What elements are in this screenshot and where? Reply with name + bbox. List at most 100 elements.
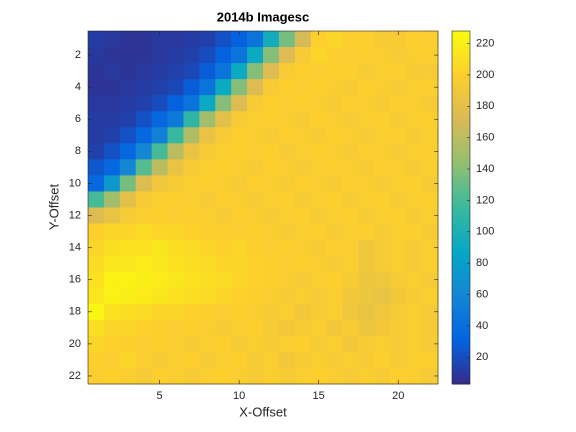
heatmap-cell <box>199 159 216 176</box>
heatmap-cell <box>294 367 312 385</box>
heatmap-cell <box>310 95 328 112</box>
heatmap-cell <box>247 143 264 160</box>
heatmap-cell <box>358 47 375 64</box>
heatmap-cell <box>103 79 121 96</box>
colorbar-swatch <box>452 260 470 264</box>
heatmap-cell <box>390 367 407 385</box>
colorbar-swatch <box>452 278 470 282</box>
y-tick-label: 8 <box>75 145 81 157</box>
heatmap-cell <box>119 271 137 289</box>
heatmap-cell <box>135 95 153 112</box>
heatmap-cell <box>310 63 328 80</box>
heatmap-cell <box>278 31 296 48</box>
heatmap-cell <box>342 159 359 176</box>
heatmap-cell <box>88 175 105 192</box>
colorbar-swatch <box>452 295 470 300</box>
heatmap-cell <box>358 159 375 176</box>
heatmap-cell <box>358 127 375 144</box>
heatmap-cell <box>263 367 280 385</box>
heatmap-cell <box>103 223 121 240</box>
heatmap-cell <box>231 159 248 176</box>
colorbar-swatch <box>452 354 470 359</box>
heatmap-cell <box>135 239 153 257</box>
colorbar-swatch <box>452 286 470 291</box>
heatmap-cell <box>247 303 264 321</box>
heatmap-cell <box>167 239 184 257</box>
heatmap-cell <box>390 79 407 96</box>
heatmap-cell <box>183 319 200 337</box>
heatmap-cell <box>231 63 248 80</box>
heatmap-cell <box>390 143 407 160</box>
heatmap-cell <box>199 79 216 96</box>
heatmap-cell <box>119 335 137 353</box>
heatmap-cell <box>374 191 391 208</box>
heatmap-cell <box>231 207 248 224</box>
heatmap-cell <box>294 159 312 176</box>
heatmap-cell <box>326 95 343 112</box>
x-axis-label: X-Offset <box>239 404 287 419</box>
heatmap-cell <box>294 335 312 353</box>
heatmap-cell <box>358 143 375 160</box>
colorbar-swatch <box>452 222 470 226</box>
heatmap-cell <box>390 127 407 144</box>
heatmap-cell <box>103 367 121 385</box>
heatmap-cell <box>167 63 184 80</box>
heatmap-cell <box>278 143 296 160</box>
heatmap-cell <box>135 367 153 385</box>
heatmap-cell <box>215 111 232 128</box>
heatmap-cell <box>88 239 105 257</box>
heatmap-cell <box>422 255 439 273</box>
colorbar-tick-label: 120 <box>476 194 494 206</box>
colorbar-swatch <box>452 228 470 232</box>
heatmap-cell <box>135 175 153 192</box>
heatmap-cell <box>167 207 184 224</box>
colorbar-swatch <box>452 48 470 53</box>
heatmap-cell <box>135 319 153 337</box>
heatmap-cell <box>326 351 343 369</box>
heatmap-cell <box>199 335 216 353</box>
heatmap-cell <box>167 319 184 337</box>
heatmap-cell <box>374 63 391 80</box>
heatmap-cell <box>103 271 121 289</box>
heatmap-cell <box>135 207 153 224</box>
heatmap-cell <box>342 207 359 224</box>
colorbar-swatch <box>452 381 470 385</box>
heatmap-cell <box>135 335 153 353</box>
heatmap-cell <box>390 335 407 353</box>
heatmap-cell <box>199 271 216 289</box>
heatmap-cell <box>374 239 391 257</box>
colorbar-swatch <box>452 45 470 50</box>
heatmap-cell <box>390 159 407 176</box>
heatmap-cell <box>358 303 375 321</box>
heatmap-cell <box>88 207 105 224</box>
heatmap-cell <box>294 47 312 64</box>
heatmap-cell <box>406 239 423 257</box>
colorbar-swatch <box>452 72 470 76</box>
heatmap-cell <box>199 63 216 80</box>
heatmap-cell <box>88 159 105 176</box>
heatmap-cell <box>310 111 328 128</box>
heatmap-cell <box>247 255 264 273</box>
colorbar-swatch <box>452 242 470 247</box>
heatmap-cell <box>422 175 439 192</box>
heatmap-cell <box>374 143 391 160</box>
heatmap-cell <box>342 239 359 257</box>
heatmap-cell <box>422 271 439 289</box>
heatmap-cell <box>119 63 137 80</box>
colorbar-swatch <box>452 122 470 126</box>
colorbar-swatch <box>452 378 470 382</box>
colorbar-swatch <box>452 310 470 314</box>
colorbar-swatch <box>452 363 470 367</box>
heatmap-cell <box>374 47 391 64</box>
colorbar-swatch <box>452 83 470 88</box>
heatmap-cell <box>199 287 216 305</box>
colorbar-swatch <box>452 366 470 370</box>
heatmap-cell <box>167 271 184 289</box>
heatmap-cell <box>374 287 391 305</box>
colorbar-swatch <box>452 57 470 61</box>
heatmap-cell <box>215 207 232 224</box>
heatmap-cell <box>247 335 264 353</box>
heatmap-cell <box>103 47 121 64</box>
heatmap-cell <box>88 31 105 48</box>
